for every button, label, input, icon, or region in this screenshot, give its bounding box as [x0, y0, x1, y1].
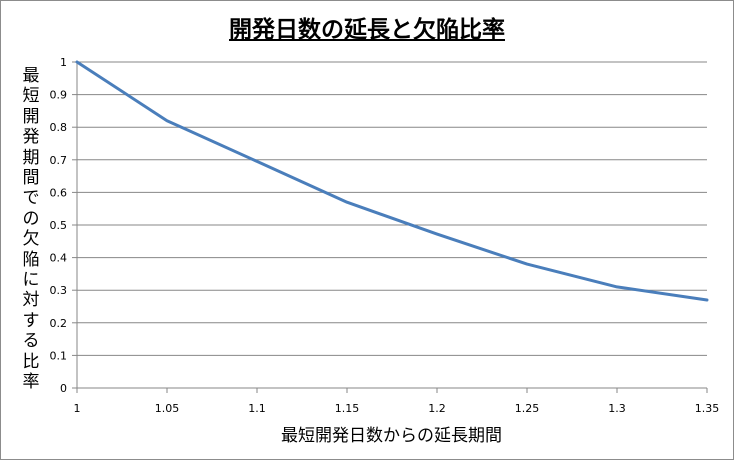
x-tick-label: 1.25: [515, 402, 540, 415]
x-tick-label: 1.35: [695, 402, 720, 415]
axes: [72, 61, 708, 393]
y-tick-label: 1: [60, 56, 67, 69]
series-line: [75, 60, 709, 302]
series-layer: [75, 60, 709, 302]
x-tick-label: 1.1: [248, 402, 266, 415]
y-axis-label: 最短開発期間での欠陥に対する比率: [22, 66, 40, 393]
y-tick-labels: 0 0.1 0.2 0.3 0.4 0.5 0.6 0.7 0.8 0.9 1: [50, 56, 68, 395]
x-tick-label: 1.2: [428, 402, 446, 415]
y-tick-label: 0.7: [50, 154, 68, 167]
y-tick-label: 0.9: [50, 89, 68, 102]
y-tick-label: 0.4: [50, 252, 68, 265]
y-tick-label: 0.1: [50, 349, 68, 362]
x-tick-labels: 1 1.05 1.1 1.15 1.2 1.25 1.3 1.35: [74, 402, 720, 415]
x-tick-label: 1: [74, 402, 81, 415]
y-tick-label: 0.3: [50, 284, 68, 297]
gridlines: [77, 61, 707, 356]
y-tick-label: 0.5: [50, 219, 68, 232]
y-tick-label: 0.8: [50, 121, 68, 134]
y-tick-label: 0.2: [50, 317, 68, 330]
chart-title: 開発日数の延長と欠陥比率: [229, 17, 505, 43]
x-tick-label: 1.3: [608, 402, 626, 415]
x-axis-label: 最短開発日数からの延長期間: [281, 426, 502, 446]
y-tick-label: 0.6: [50, 186, 68, 199]
x-tick-label: 1.15: [335, 402, 360, 415]
y-tick-label: 0: [60, 382, 67, 395]
x-tick-label: 1.05: [155, 402, 180, 415]
